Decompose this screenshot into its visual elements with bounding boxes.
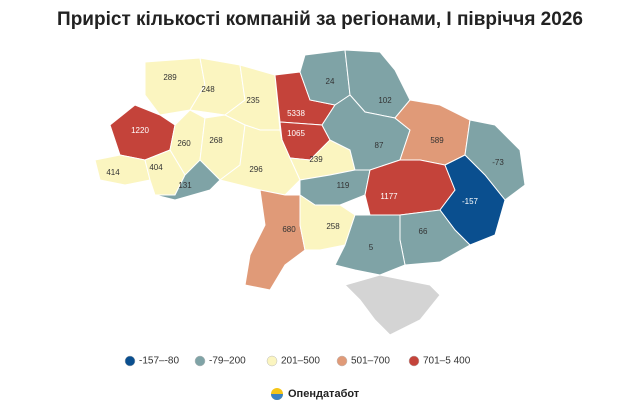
region-value: 102	[378, 96, 392, 105]
region-value: 404	[149, 163, 163, 172]
legend-label: 701–5 400	[423, 356, 471, 367]
legend-swatch	[124, 355, 136, 367]
region-value: 1065	[287, 129, 305, 138]
region-value: 248	[201, 85, 215, 94]
legend-label: 201–500	[281, 356, 320, 367]
region-value: 289	[163, 73, 177, 82]
region-value: 414	[106, 168, 120, 177]
region	[334, 214, 406, 276]
region	[244, 189, 306, 291]
region	[218, 124, 301, 196]
region-value: 24	[326, 77, 335, 86]
region-value: 119	[337, 181, 350, 190]
region	[94, 154, 151, 186]
region-value: 235	[246, 96, 260, 105]
legend-swatch	[266, 355, 278, 367]
region-value: 5338	[287, 109, 305, 118]
region-value: 296	[249, 165, 263, 174]
region-value: 1220	[131, 126, 149, 135]
region-value: 131	[178, 181, 192, 190]
regions: 289 248 235 5338 1065 24 102 1220 260 268 239 87 589…	[94, 49, 526, 291]
region	[364, 159, 456, 216]
region-value: -157	[462, 197, 479, 206]
region	[439, 154, 506, 246]
crimea	[344, 274, 441, 336]
region-value: 680	[282, 225, 296, 234]
region-value: 268	[209, 136, 223, 145]
legend-swatch	[336, 355, 348, 367]
source: Опендатабот	[288, 388, 360, 400]
region-value: 589	[430, 136, 444, 145]
map-title: Приріст кількості компаній за регіонами,…	[57, 9, 583, 30]
region-value: 87	[375, 141, 384, 150]
region-value: 1177	[380, 192, 398, 201]
legend-label: 501–700	[351, 356, 390, 367]
region-value: 260	[177, 139, 191, 148]
logo-part	[271, 394, 283, 400]
region-value: -73	[492, 158, 504, 167]
legend: -157–-80 -79–200 201–500 501–700 701–5 400	[124, 355, 471, 367]
region-value: 5	[369, 243, 374, 252]
legend-swatch	[408, 355, 420, 367]
legend-label: -79–200	[209, 356, 246, 367]
legend-swatch	[194, 355, 206, 367]
region-value: 258	[326, 222, 340, 231]
legend-label: -157–-80	[139, 356, 179, 367]
region-value: 239	[309, 155, 323, 164]
region	[154, 159, 221, 201]
region-value: 66	[419, 227, 428, 236]
